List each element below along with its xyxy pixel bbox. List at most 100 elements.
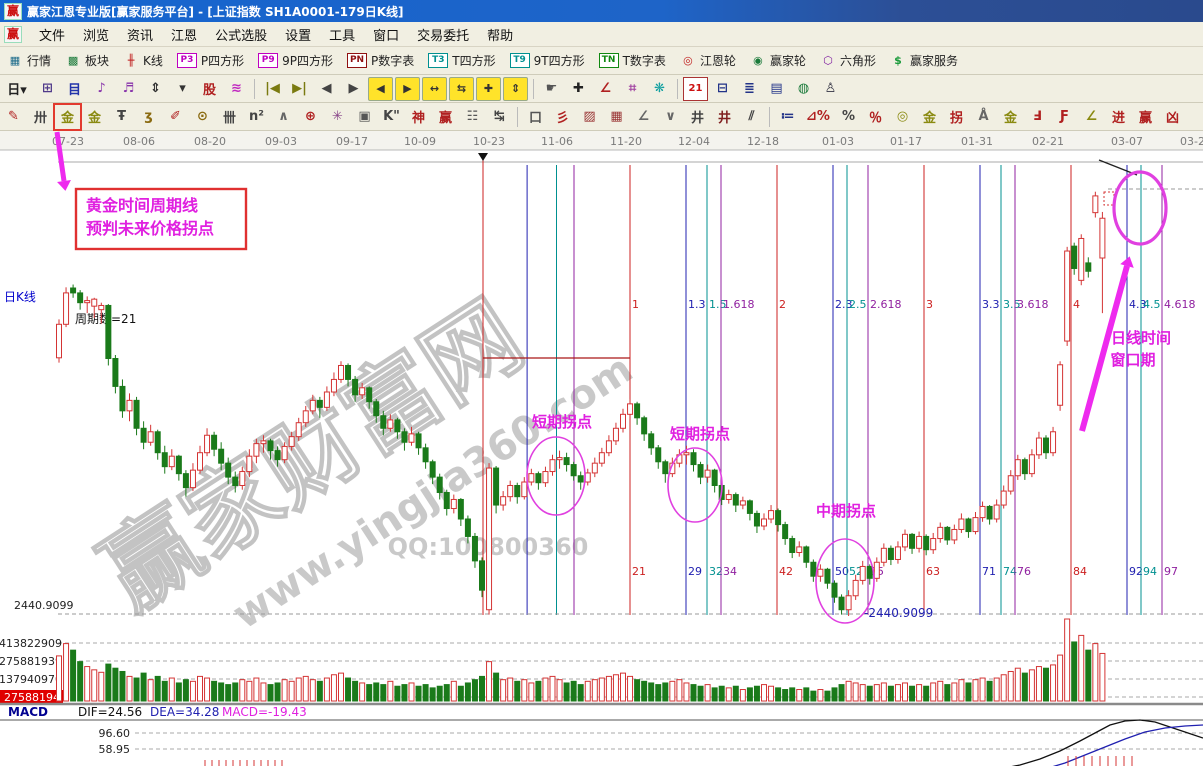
crosshair-icon[interactable]: ✚ [573, 81, 584, 96]
ruler123-icon[interactable]: ☷ [466, 109, 479, 124]
toolbar-item-quotes[interactable]: ▦ 行情 [0, 51, 58, 70]
toolbar-item-hexagon[interactable]: ⬡ 六角形 [813, 51, 883, 70]
menu-item-资讯[interactable]: 资讯 [127, 28, 154, 44]
rainbow-chart-icon[interactable]: ≋ [231, 81, 242, 96]
gold-angle-icon[interactable]: 金 [1003, 111, 1017, 126]
a-line-icon[interactable]: Å [978, 109, 989, 124]
menu-item-浏览[interactable]: 浏览 [83, 28, 110, 44]
compass-icon[interactable]: ⊕ [305, 109, 316, 124]
calculator-icon[interactable]: ⊟ [717, 81, 728, 96]
gann-box-icon[interactable]: 口 [528, 111, 542, 126]
ying-angle-icon[interactable]: 赢 [1138, 111, 1152, 126]
ladder-pct-icon[interactable]: ≔ [780, 109, 795, 124]
menu-item-设置[interactable]: 设置 [285, 28, 312, 44]
save-icon[interactable]: ▤ [770, 81, 783, 96]
slashes-icon[interactable]: ⫽ [748, 109, 755, 124]
pen-tool-icon[interactable]: ✎ [8, 109, 19, 124]
menu-item-窗口[interactable]: 窗口 [373, 28, 400, 44]
grid-b-icon[interactable]: 井 [717, 111, 731, 126]
toolbar-item-gann-wheel[interactable]: ◎ 江恩轮 [673, 51, 743, 70]
brush-icon[interactable]: ✐ [170, 109, 181, 124]
next-bar-icon[interactable]: ▶ [348, 81, 359, 96]
notebook-icon[interactable]: ≣ [744, 81, 755, 96]
toolbar-item-9t-square[interactable]: T9 9T四方形 [503, 51, 592, 70]
spiral-icon[interactable]: ʒ [144, 109, 153, 124]
fib-tool-icon[interactable]: Ŧ [117, 109, 126, 124]
comb-lines-icon[interactable]: 卌 [222, 111, 236, 126]
rise-angle-icon[interactable]: ∠ [1085, 109, 1098, 124]
hand-tool-icon[interactable]: ☛ [545, 81, 558, 96]
gold-ring-icon[interactable]: ◎ [896, 109, 909, 124]
pct-line-icon[interactable]: ％ [868, 111, 882, 126]
rays-icon[interactable]: 彡 [555, 111, 569, 126]
calendar21-icon[interactable]: 21 [683, 76, 708, 101]
gold-line-icon[interactable]: 金 [922, 111, 936, 126]
pivot-icon[interactable]: 拐 [949, 111, 963, 126]
menu-item-交易委托[interactable]: 交易委托 [417, 28, 470, 44]
first-bar-icon[interactable]: |◀ [265, 81, 280, 96]
stock-picker-icon[interactable]: 股 [202, 83, 216, 98]
gauge-circle-icon[interactable]: ⊙ [197, 109, 208, 124]
candle-body [746, 500, 753, 514]
angles-icon[interactable]: ∠ [637, 109, 650, 124]
mini-chart3-icon[interactable]: ♪ [97, 81, 106, 96]
n2-icon[interactable]: n² [249, 109, 264, 124]
ying-tool-icon[interactable]: 赢 [438, 111, 452, 126]
menu-item-江恩[interactable]: 江恩 [171, 28, 198, 44]
send-user-icon[interactable]: ♙ [824, 81, 837, 96]
percent-icon[interactable]: % [841, 109, 856, 124]
f10-report-icon[interactable]: 目 [67, 83, 81, 98]
pan-left-icon[interactable]: ◀ [368, 76, 393, 101]
vee-lines-icon[interactable]: ∨ [665, 109, 676, 124]
jin-angle-icon[interactable]: 进 [1111, 111, 1125, 126]
f-angle-icon[interactable]: Ƒ [1060, 109, 1069, 124]
span-arrows-icon[interactable]: ↹ [494, 109, 505, 124]
wizard-icon[interactable]: ❋ [654, 81, 665, 96]
toolbar-item-t-number-table[interactable]: TN T数字表 [592, 51, 673, 70]
mini-chart9-icon[interactable]: ♬ [122, 81, 135, 96]
period-selector-icon[interactable]: 日▾ [7, 83, 27, 98]
menu-item-帮助[interactable]: 帮助 [487, 28, 514, 44]
angle-tool-icon[interactable]: ∠ [599, 81, 612, 96]
grid-a-icon[interactable]: 井 [690, 111, 704, 126]
gold-time-cycle-icon[interactable]: 金 [53, 102, 82, 131]
j-angle-icon[interactable]: Ⅎ [1033, 109, 1042, 124]
gann-bottom-label: 94 [1143, 565, 1157, 578]
k-quote-icon[interactable]: K" [383, 109, 400, 124]
pan-right-icon[interactable]: ▶ [395, 76, 420, 101]
toolbar-item-t-square[interactable]: T3 T四方形 [421, 51, 502, 70]
square-box-icon[interactable]: ▣ [358, 109, 371, 124]
tri-pct-icon[interactable]: ⊿% [806, 109, 830, 124]
window-layout-icon[interactable]: ⊞ [42, 81, 53, 96]
menu-item-文件[interactable]: 文件 [39, 28, 66, 44]
prev-bar-icon[interactable]: ◀ [321, 81, 332, 96]
shen-tool-icon[interactable]: 神 [411, 111, 425, 126]
toolbar-item-p-square[interactable]: P3 P四方形 [170, 51, 251, 70]
toolbar-item-sectors[interactable]: ▩ 板块 [58, 51, 116, 70]
expand-h-icon[interactable]: ↔ [422, 76, 447, 101]
grid-net-icon[interactable]: ⌗ [628, 81, 637, 96]
angle-a-icon[interactable]: ∧ [278, 109, 289, 124]
expand-v-icon[interactable]: ⇕ [503, 76, 528, 101]
star-spoke-icon[interactable]: ✳ [332, 109, 343, 124]
toolbar-item-winner-wheel[interactable]: ◉ 赢家轮 [743, 51, 813, 70]
menu-item-工具[interactable]: 工具 [329, 28, 356, 44]
chart-area[interactable]: 赢家财富网www.yingjia360.comQQ:10080036007-23… [0, 131, 1203, 766]
caret-icon[interactable]: ▾ [179, 81, 186, 96]
zoom-all-icon[interactable]: ✚ [476, 76, 501, 101]
save-web-icon[interactable]: ◍ [797, 81, 810, 96]
vslider-icon[interactable]: ⇕ [150, 81, 161, 96]
swap-h-icon[interactable]: ⇆ [449, 76, 474, 101]
gold-price-cycle-icon[interactable]: 金 [87, 111, 101, 126]
net-box-icon[interactable]: ▦ [610, 109, 623, 124]
last-bar-icon[interactable]: ▶| [292, 81, 307, 96]
toolbar-item-kline[interactable]: ╫ K线 [116, 51, 170, 70]
toolbar-item-9p-square[interactable]: P9 9P四方形 [251, 51, 340, 70]
toolbar-item-winner-service[interactable]: $ 赢家服务 [883, 51, 965, 70]
volume-bar [746, 687, 753, 702]
zuo-angle-icon[interactable]: 凶 [1165, 111, 1179, 126]
toolbar-item-p-number-table[interactable]: PN P数字表 [340, 51, 421, 70]
cycle-line-icon[interactable]: 卅 [33, 111, 47, 126]
menu-item-公式选股[interactable]: 公式选股 [215, 28, 268, 44]
hatch-box-icon[interactable]: ▨ [583, 109, 596, 124]
